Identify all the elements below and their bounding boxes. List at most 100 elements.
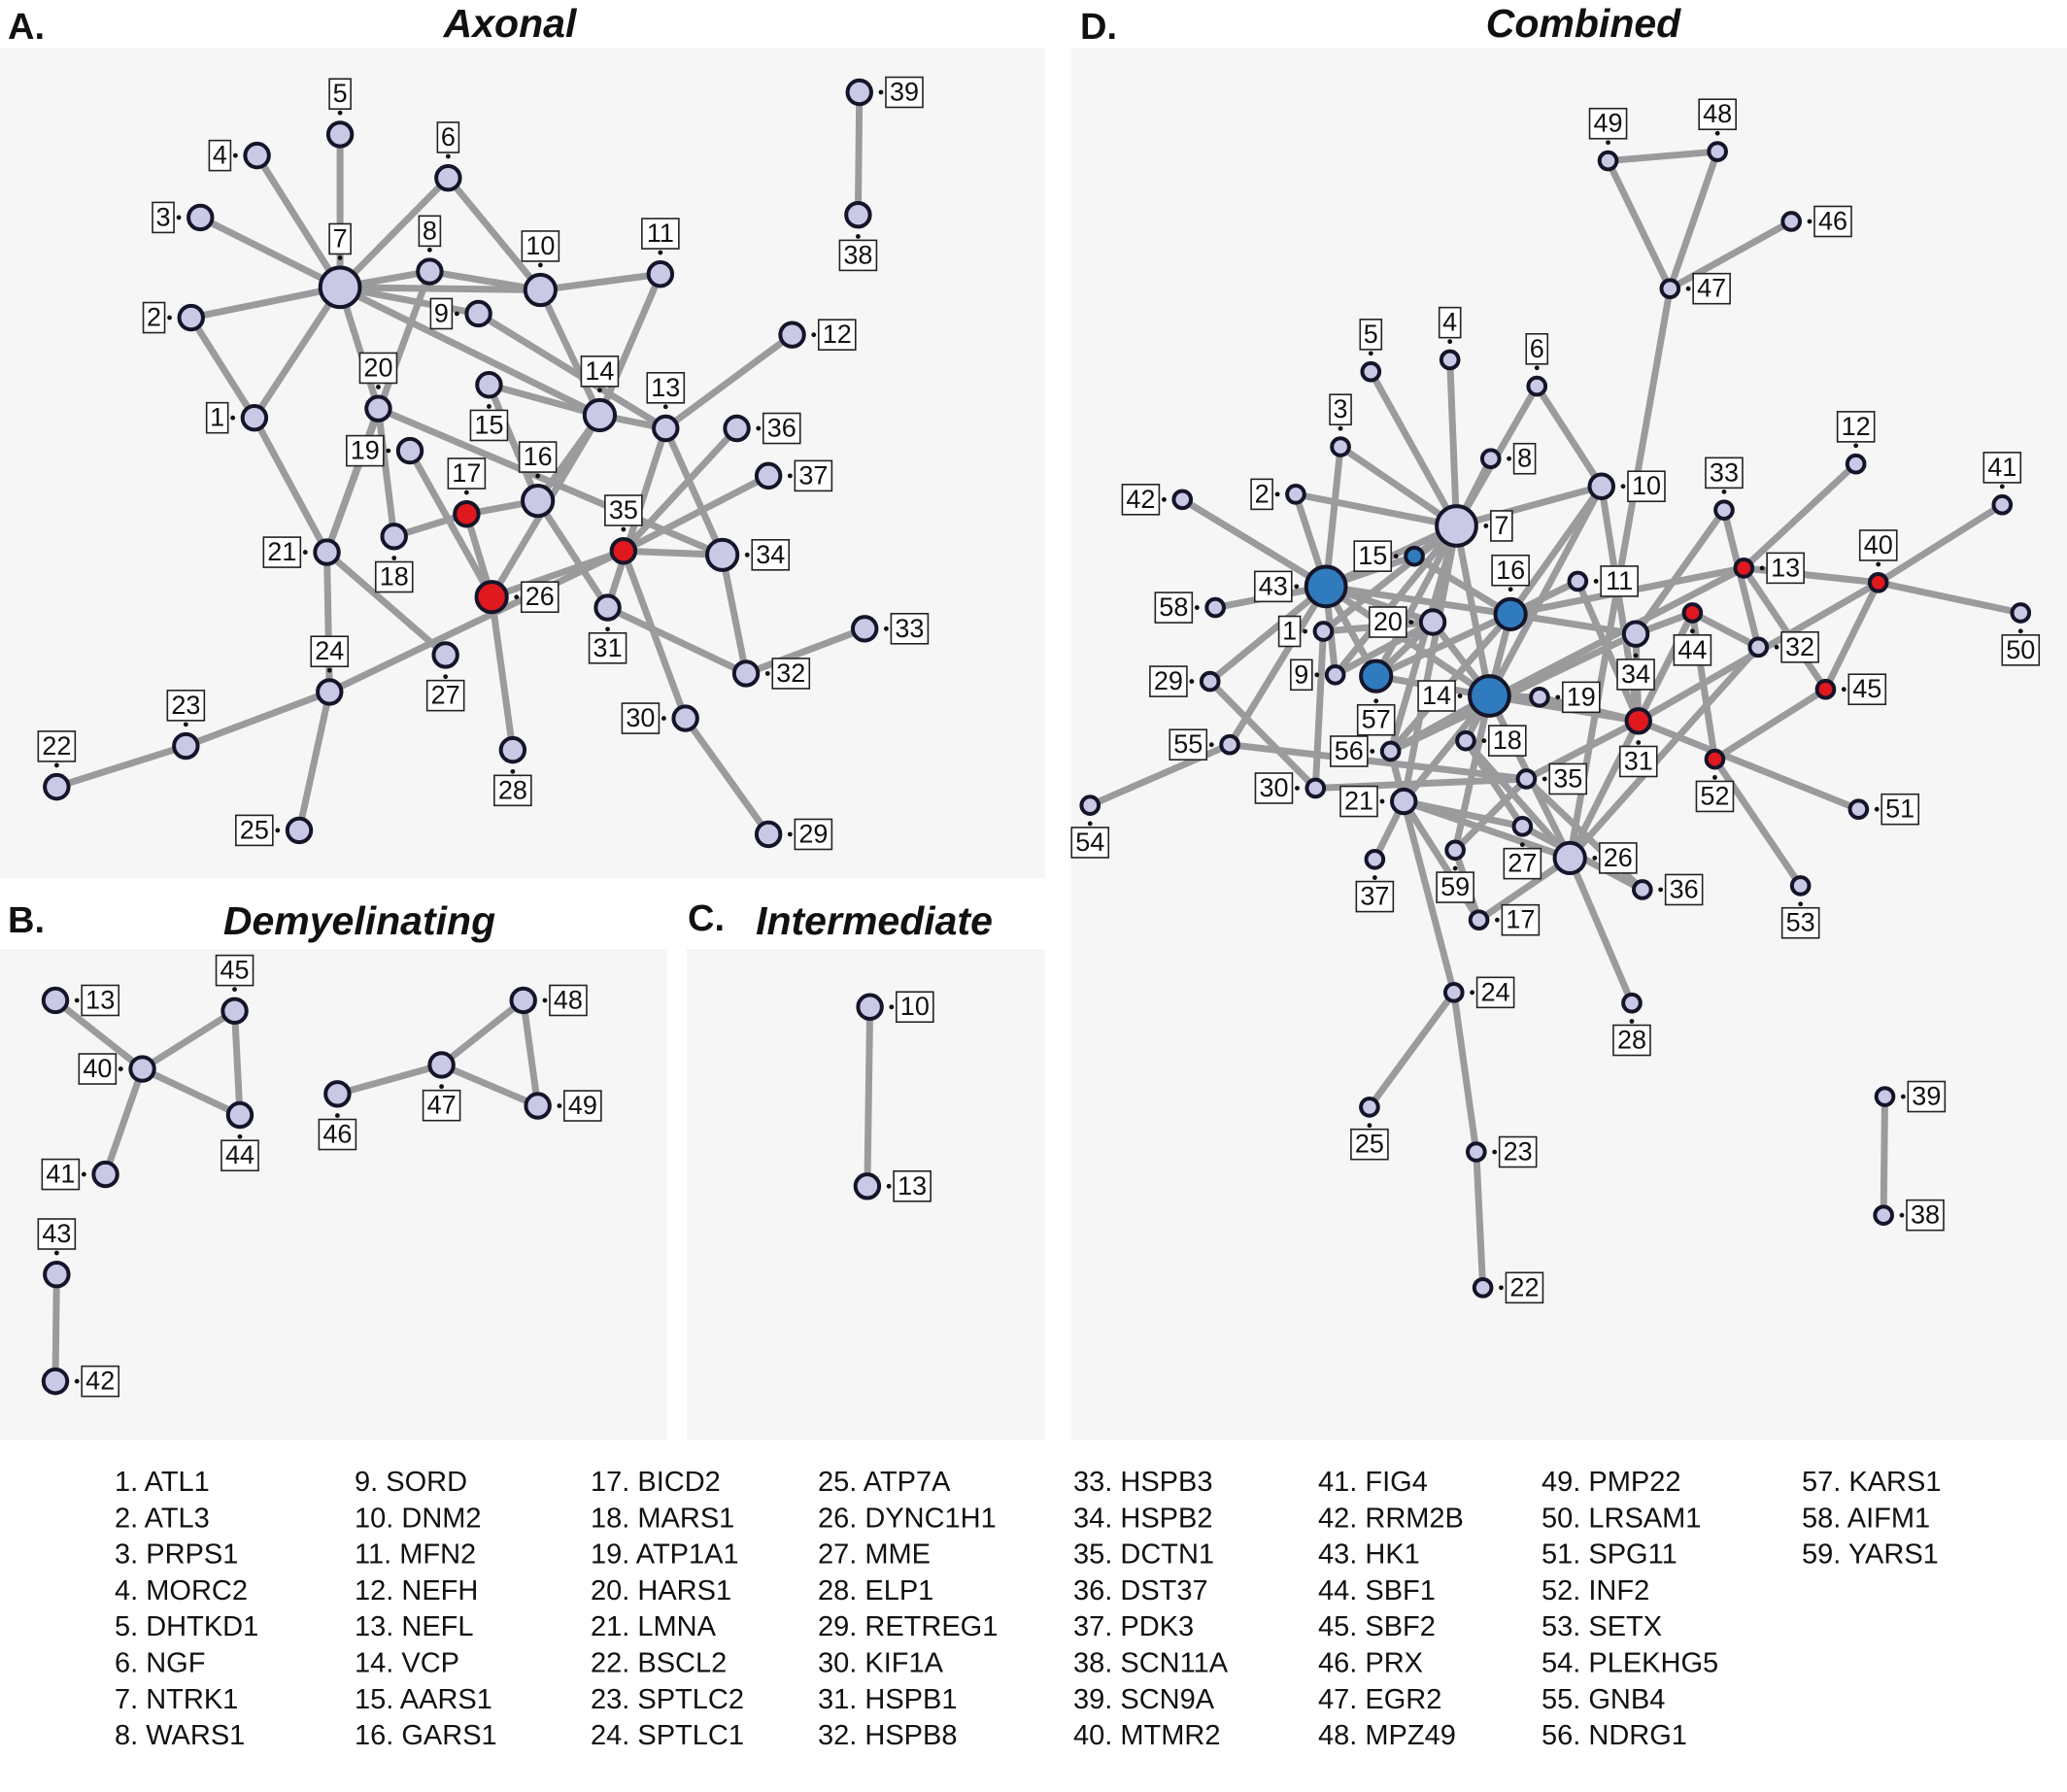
node-label-26: 26 bbox=[514, 581, 559, 614]
label-pointer-dot bbox=[662, 404, 668, 410]
label-pointer-dot bbox=[1194, 605, 1200, 610]
edge-35-24 bbox=[325, 547, 627, 695]
node-label-text: 59 bbox=[1440, 872, 1470, 901]
node-label-39: 39 bbox=[878, 76, 924, 109]
edge-10-14 bbox=[536, 287, 603, 419]
label-pointer-dot bbox=[391, 556, 397, 560]
edge-43-42 bbox=[1178, 495, 1330, 591]
node-label-text: 18 bbox=[380, 562, 409, 592]
node-label-18: 18 bbox=[1481, 725, 1527, 757]
node-8 bbox=[416, 257, 444, 286]
panel-b-network: 13 45 40 44 41 43 42 48 47 46 49 bbox=[37, 954, 602, 1398]
panel-a-letter: A. bbox=[8, 7, 45, 48]
node-label-text: 26 bbox=[525, 582, 555, 611]
node-label-text: 30 bbox=[1259, 773, 1288, 802]
label-pointer-dot bbox=[1314, 672, 1320, 678]
edge-16-57 bbox=[1372, 610, 1514, 680]
node-13 bbox=[652, 414, 680, 443]
node-label-21: 21 bbox=[262, 536, 308, 568]
node-label-53: 53 bbox=[1780, 901, 1820, 939]
node-label-text: 36 bbox=[767, 414, 796, 443]
edge-48-49 bbox=[520, 997, 542, 1110]
node-24 bbox=[316, 678, 344, 706]
edge-7-10 bbox=[336, 284, 544, 294]
label-pointer-dot bbox=[886, 1183, 892, 1189]
gene-legend: 1. ATL1 2. ATL3 3. PRPS1 4. MORC2 5. DHTKD1 6… bbox=[115, 1467, 1941, 1751]
label-pointer-dot bbox=[167, 315, 172, 321]
node-label-text: 16 bbox=[524, 442, 553, 471]
node-label-26: 26 bbox=[1592, 842, 1638, 874]
node-label-text: 25 bbox=[1355, 1130, 1384, 1159]
edge-49-47 bbox=[1605, 157, 1674, 292]
edge-40-41 bbox=[102, 1065, 147, 1178]
node-12 bbox=[778, 321, 806, 349]
edge-13-12 bbox=[661, 331, 796, 432]
legend-item: 46. PRX bbox=[1318, 1648, 1423, 1679]
node-46 bbox=[323, 1080, 352, 1108]
edge-33-32 bbox=[1720, 506, 1762, 651]
node-46 bbox=[1780, 211, 1802, 232]
edge-30-29 bbox=[682, 715, 772, 838]
label-pointer-dot bbox=[787, 831, 793, 837]
legend-item: 7. NTRK1 bbox=[115, 1684, 238, 1715]
edge-13-12 bbox=[1740, 460, 1860, 572]
label-pointer-dot bbox=[1492, 1149, 1498, 1155]
node-label-text: 33 bbox=[1710, 457, 1739, 487]
node-label-56: 56 bbox=[1330, 735, 1375, 767]
edge-20-18 bbox=[374, 405, 398, 540]
edge-39-38 bbox=[1880, 1093, 1889, 1219]
label-pointer-dot bbox=[1508, 587, 1513, 592]
label-pointer-dot bbox=[176, 215, 182, 220]
edge-47-49 bbox=[438, 1061, 542, 1110]
node-29 bbox=[1199, 670, 1221, 693]
legend-item: 47. EGR2 bbox=[1318, 1684, 1441, 1715]
label-pointer-dot bbox=[1507, 456, 1511, 461]
label-pointer-dot bbox=[233, 152, 238, 158]
node-label-text: 38 bbox=[1911, 1200, 1940, 1230]
node-label-text: 28 bbox=[1617, 1025, 1646, 1054]
edge-47-46 bbox=[1666, 218, 1795, 292]
node-21 bbox=[1389, 787, 1418, 816]
node-label-14: 14 bbox=[580, 355, 620, 393]
legend-item: 50. LRSAM1 bbox=[1542, 1503, 1701, 1534]
legend-item: 31. HSPB1 bbox=[818, 1684, 957, 1715]
label-pointer-dot bbox=[1162, 496, 1167, 502]
node-51 bbox=[1847, 798, 1870, 821]
node-label-41: 41 bbox=[1982, 452, 2022, 490]
label-pointer-dot bbox=[1087, 821, 1093, 827]
node-label-text: 1 bbox=[210, 403, 224, 432]
edge-43-14 bbox=[1322, 583, 1493, 699]
node-25 bbox=[285, 816, 314, 845]
node-label-text: 40 bbox=[83, 1054, 112, 1083]
edge-10-11 bbox=[536, 270, 664, 294]
label-pointer-dot bbox=[1519, 842, 1525, 848]
label-pointer-dot bbox=[1798, 901, 1804, 907]
legend-item: 53. SETX bbox=[1542, 1611, 1662, 1642]
node-label-29: 29 bbox=[787, 818, 833, 851]
label-pointer-dot bbox=[787, 473, 793, 479]
node-41 bbox=[91, 1160, 119, 1189]
node-label-57: 57 bbox=[1356, 698, 1396, 736]
node-label-text: 23 bbox=[1504, 1137, 1533, 1166]
node-label-23: 23 bbox=[166, 690, 206, 727]
label-pointer-dot bbox=[463, 490, 469, 495]
label-pointer-dot bbox=[334, 1113, 340, 1118]
node-label-text: 22 bbox=[1509, 1272, 1539, 1302]
node-22 bbox=[43, 772, 71, 801]
edge-24-25 bbox=[1366, 989, 1458, 1111]
node-42 bbox=[41, 1367, 70, 1396]
node-label-text: 10 bbox=[1632, 471, 1661, 500]
edge-40-45 bbox=[1821, 579, 1882, 693]
node-label-text: 47 bbox=[427, 1091, 457, 1120]
node-label-text: 49 bbox=[568, 1091, 597, 1120]
node-label-19: 19 bbox=[1555, 681, 1601, 714]
label-pointer-dot bbox=[1379, 798, 1385, 804]
edge-10-14 bbox=[1485, 483, 1606, 699]
edge-7-3 bbox=[196, 214, 344, 291]
edge-43-29 bbox=[1206, 583, 1330, 686]
edge-7-14 bbox=[336, 284, 603, 419]
node-label-text: 5 bbox=[333, 79, 348, 108]
node-label-text: 12 bbox=[823, 320, 852, 349]
node-label-text: 20 bbox=[363, 353, 392, 382]
legend-item: 14. VCP bbox=[355, 1648, 459, 1679]
